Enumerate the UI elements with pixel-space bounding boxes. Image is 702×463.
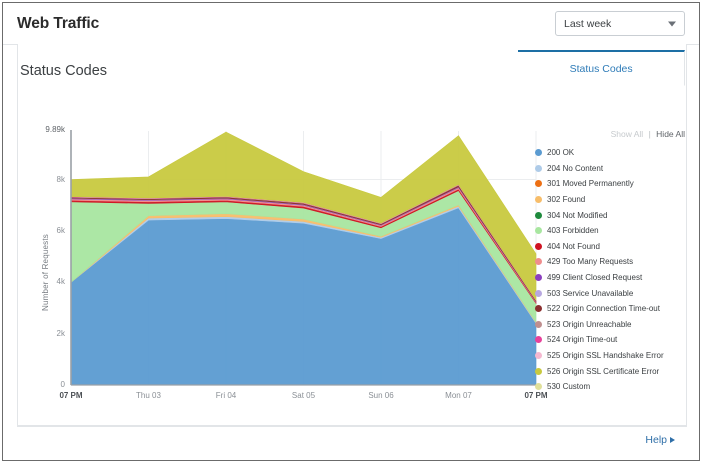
legend-item-525[interactable]: 525 Origin SSL Handshake Error — [535, 348, 687, 364]
area-200 — [70, 207, 537, 386]
x-tick-label: Fri 04 — [215, 391, 237, 400]
legend-swatch-icon — [535, 196, 542, 204]
legend-swatch-icon — [535, 258, 542, 266]
legend-item-label: 503 Service Unavailable — [547, 288, 634, 298]
legend-item-403[interactable]: 403 Forbidden — [535, 223, 687, 239]
legend-swatch-icon — [535, 164, 542, 172]
legend-swatch-icon — [535, 320, 542, 328]
legend-item-522[interactable]: 522 Origin Connection Time-out — [535, 301, 687, 317]
x-tick-label: 07 PM — [59, 391, 83, 400]
help-label: Help — [645, 434, 667, 446]
legend-item-label: 499 Client Closed Request — [547, 273, 643, 283]
y-tick-label: 4k — [56, 277, 65, 287]
legend-item-200[interactable]: 200 OK — [535, 145, 687, 161]
time-range-select[interactable]: Last week — [555, 11, 685, 36]
y-tick-label: 0 — [60, 380, 65, 389]
x-tick-label: Thu 03 — [136, 391, 161, 400]
legend-item-523[interactable]: 523 Origin Unreachable — [535, 317, 687, 333]
legend-item-label: 522 Origin Connection Time-out — [547, 304, 660, 314]
legend-item-204[interactable]: 204 No Content — [535, 161, 687, 177]
legend-item-list: 200 OK 204 No Content 301 Moved Permanentl… — [535, 145, 687, 395]
legend-swatch-icon — [535, 383, 542, 391]
time-range-value: Last week — [564, 17, 612, 30]
legend-item-label: 204 No Content — [547, 163, 604, 173]
legend-item-label: 530 Custom — [547, 382, 591, 392]
legend: Show All | Hide All 200 OK 204 No Content… — [535, 129, 687, 395]
y-tick-label: 2k — [56, 328, 65, 338]
page-title: Web Traffic — [17, 14, 100, 32]
panel-footer: Help — [17, 426, 687, 453]
legend-item-label: 525 Origin SSL Handshake Error — [547, 351, 664, 361]
legend-item-label: 403 Forbidden — [547, 226, 599, 236]
tab-label: Status Codes — [569, 62, 633, 75]
help-link[interactable]: Help — [645, 434, 675, 446]
caret-right-icon — [670, 437, 675, 443]
tab-status-codes[interactable]: Status Codes — [518, 50, 685, 86]
legend-item-304[interactable]: 304 Not Modified — [535, 207, 687, 223]
legend-item-526[interactable]: 526 Origin SSL Certificate Error — [535, 363, 687, 379]
legend-item-label: 526 Origin SSL Certificate Error — [547, 366, 660, 376]
legend-swatch-icon — [535, 367, 542, 375]
legend-controls: Show All | Hide All — [535, 129, 687, 139]
legend-item-label: 304 Not Modified — [547, 210, 608, 220]
x-tick-label: Mon 07 — [445, 391, 472, 400]
y-tick-label: 8k — [56, 174, 65, 184]
legend-swatch-icon — [535, 227, 542, 235]
plot-area: Number of Requests 0 2k 4k 6k 8k 9.89k 07 PM Th… — [17, 123, 689, 423]
legend-swatch-icon — [535, 336, 542, 344]
legend-item-label: 200 OK — [547, 148, 575, 158]
legend-item-label: 301 Moved Permanently — [547, 179, 634, 189]
legend-swatch-icon — [535, 352, 542, 360]
legend-item-524[interactable]: 524 Origin Time-out — [535, 332, 687, 348]
legend-item-530[interactable]: 530 Custom — [535, 379, 687, 395]
page-header: Web Traffic Last week — [3, 3, 699, 45]
legend-swatch-icon — [535, 211, 542, 219]
stacked-area-chart — [70, 130, 537, 386]
legend-swatch-icon — [535, 180, 542, 188]
show-all-button[interactable]: Show All — [610, 129, 644, 139]
legend-separator: | — [648, 129, 651, 139]
area-526 — [70, 131, 537, 302]
legend-item-404[interactable]: 404 Not Found — [535, 239, 687, 255]
legend-item-label: 302 Found — [547, 195, 586, 205]
area-series-group — [70, 131, 537, 386]
legend-item-503[interactable]: 503 Service Unavailable — [535, 285, 687, 301]
chevron-down-icon — [668, 21, 676, 26]
x-tick-label: Sat 05 — [291, 391, 316, 400]
y-axis-max-label: 9.89k — [45, 125, 65, 134]
legend-item-label: 404 Not Found — [547, 241, 600, 251]
x-tick-label: 07 PM — [524, 391, 548, 400]
chart-title: Status Codes — [20, 63, 108, 79]
legend-item-label: 523 Origin Unreachable — [547, 319, 632, 329]
legend-swatch-icon — [535, 149, 542, 157]
hide-all-button[interactable]: Hide All — [656, 129, 685, 139]
legend-item-301[interactable]: 301 Moved Permanently — [535, 176, 687, 192]
legend-swatch-icon — [535, 289, 542, 297]
legend-item-label: 524 Origin Time-out — [547, 335, 618, 345]
legend-item-429[interactable]: 429 Too Many Requests — [535, 254, 687, 270]
legend-item-302[interactable]: 302 Found — [535, 192, 687, 208]
legend-swatch-icon — [535, 274, 542, 282]
legend-item-499[interactable]: 499 Client Closed Request — [535, 270, 687, 286]
legend-swatch-icon — [535, 242, 542, 250]
legend-item-label: 429 Too Many Requests — [547, 257, 634, 267]
y-tick-label: 6k — [56, 225, 65, 235]
legend-swatch-icon — [535, 305, 542, 313]
x-tick-label: Sun 06 — [368, 391, 394, 400]
